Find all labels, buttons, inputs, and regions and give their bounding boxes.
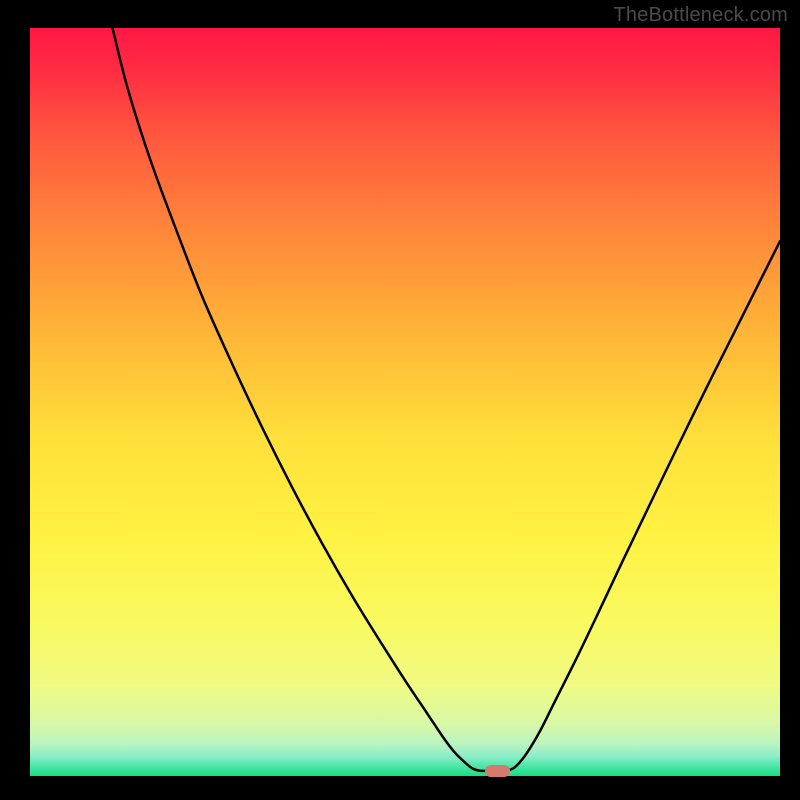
chart-plot-area bbox=[30, 28, 780, 776]
watermark-text: TheBottleneck.com bbox=[613, 4, 788, 27]
chart-curve-layer bbox=[30, 28, 780, 776]
bottleneck-marker bbox=[485, 765, 511, 777]
bottleneck-curve-path bbox=[113, 28, 781, 771]
